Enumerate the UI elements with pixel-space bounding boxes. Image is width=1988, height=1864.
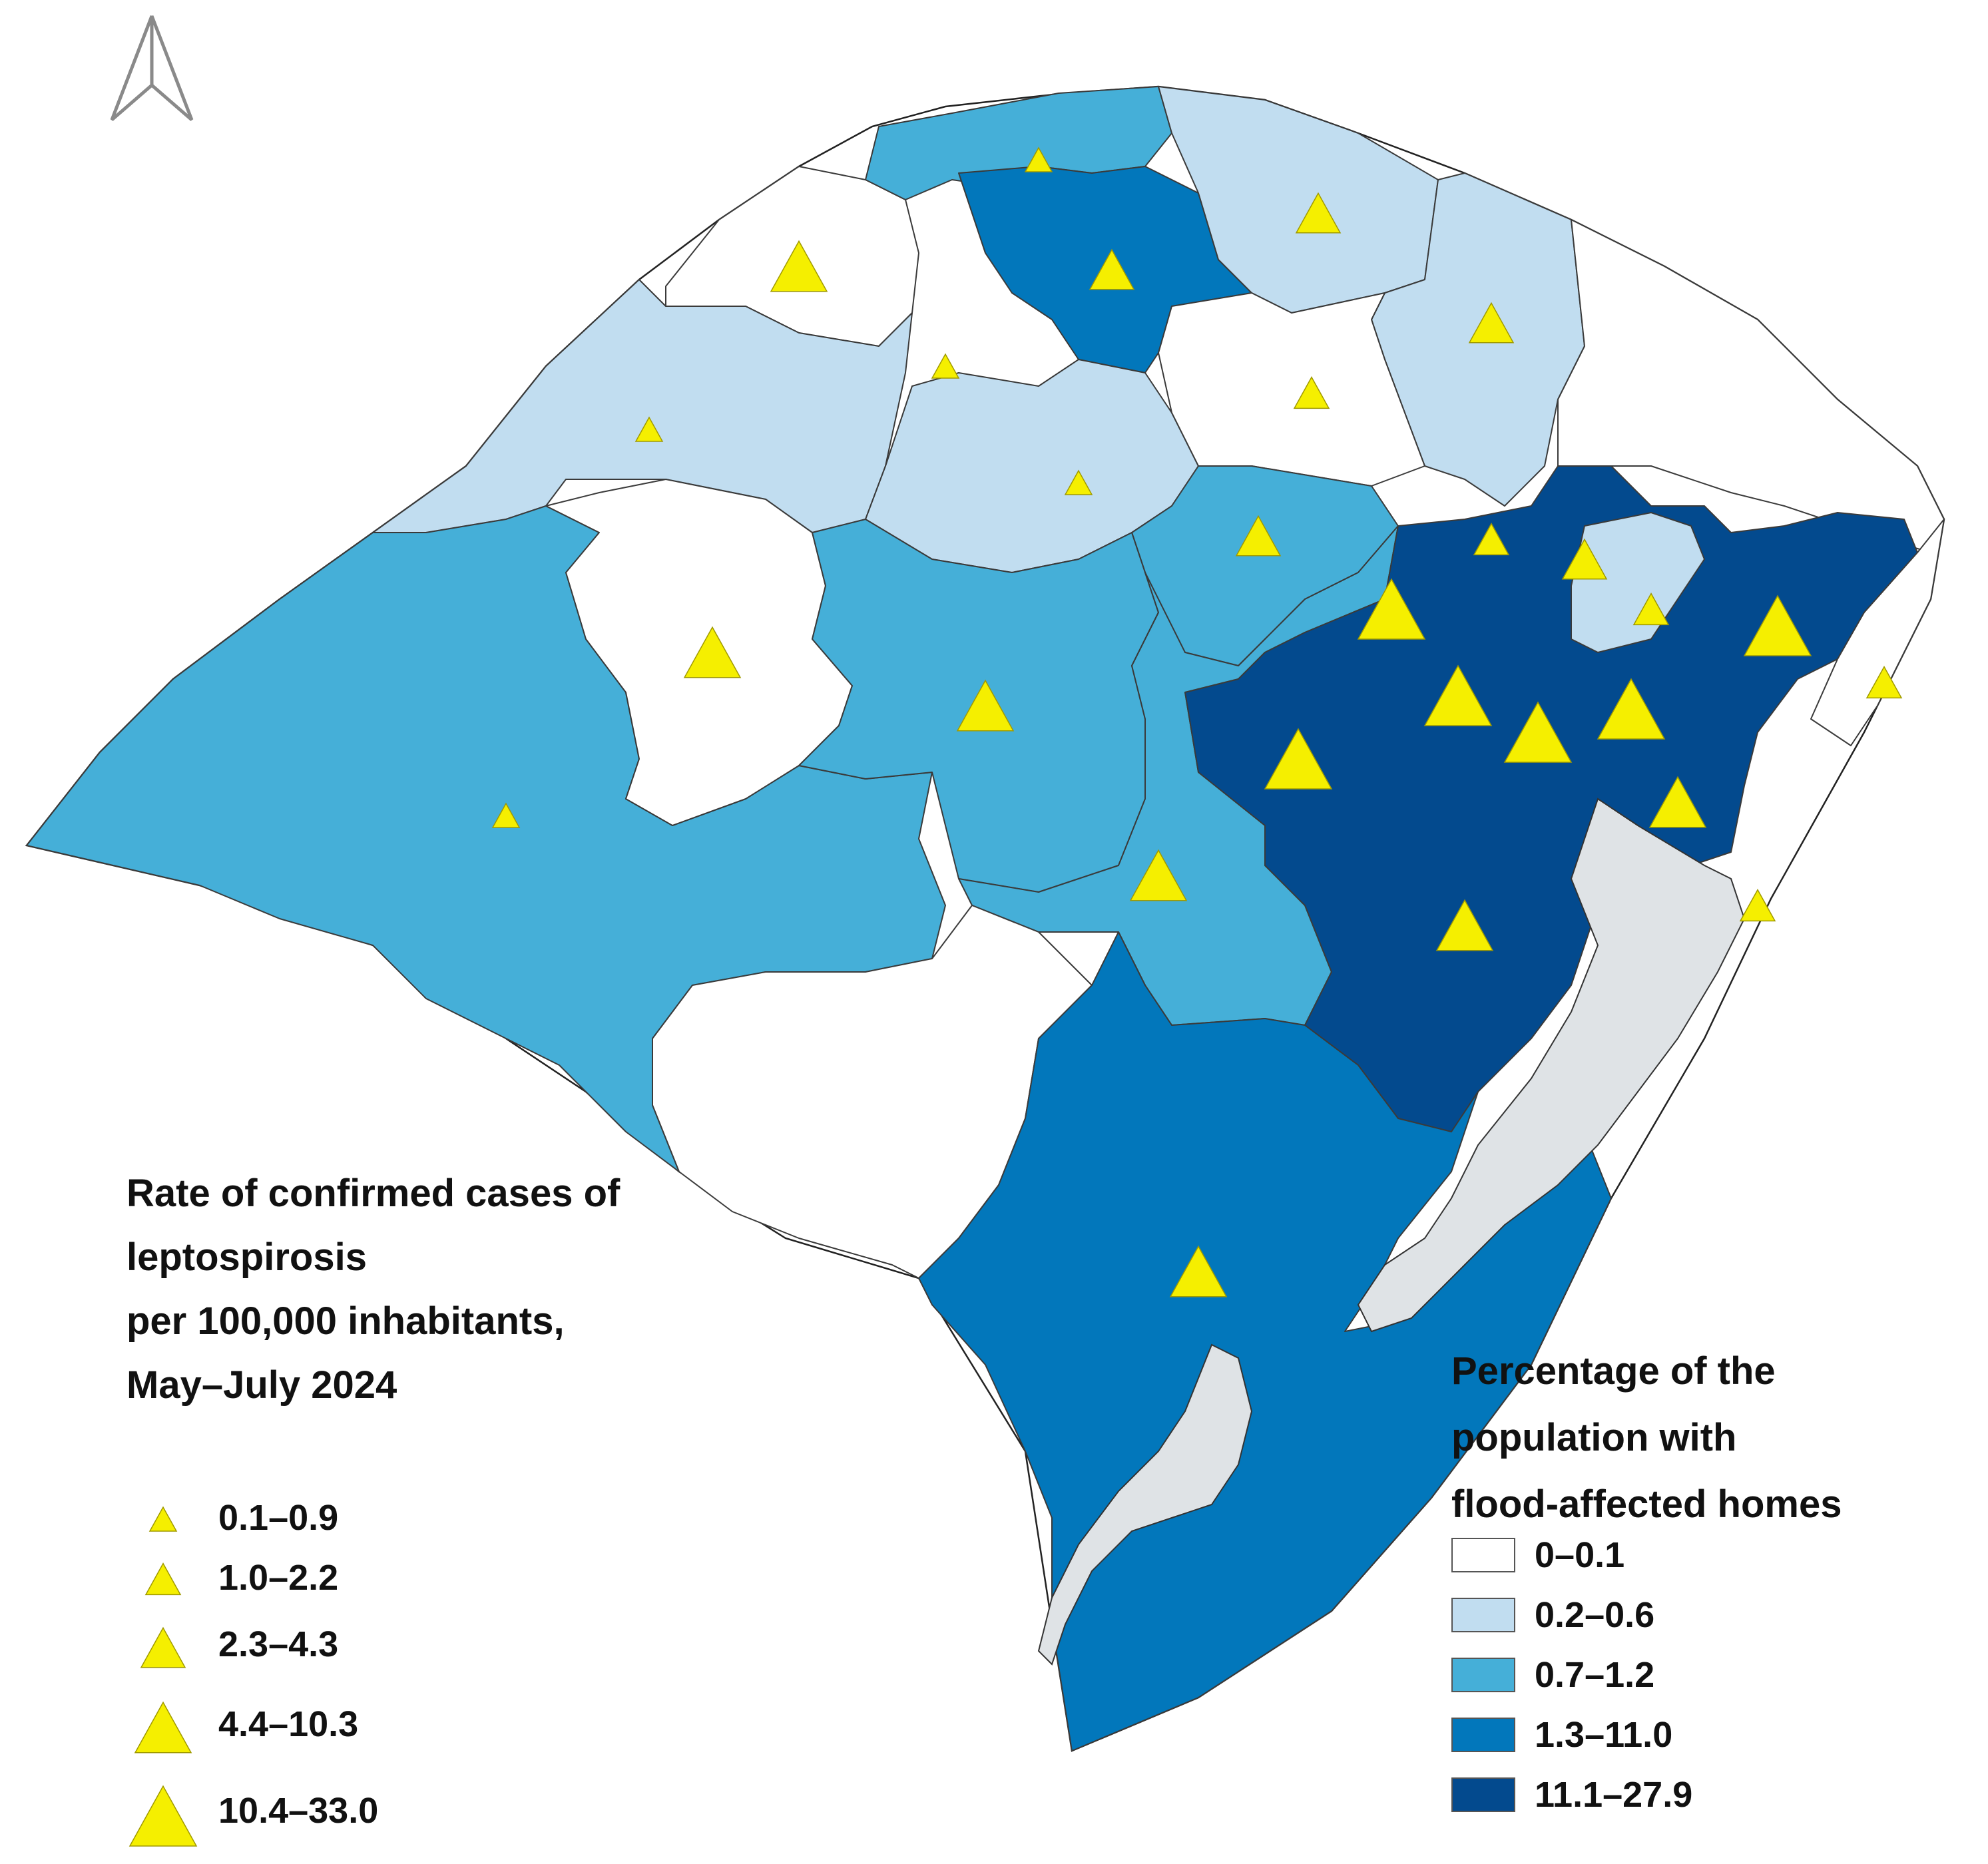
lagoon-south (1037, 1343, 1253, 1666)
case-rate-marker (1597, 678, 1666, 740)
case-rate-marker (1561, 538, 1608, 580)
flood-legend-label: 1.3–11.0 (1535, 1715, 1673, 1755)
case-rate-legend-title-line: leptospirosis (126, 1236, 367, 1279)
case-rate-marker (1357, 578, 1426, 640)
case-rate-markers (491, 146, 1903, 1297)
flood-legend-label: 0.7–1.2 (1535, 1655, 1655, 1695)
case-rate-marker (1503, 701, 1573, 763)
flood-legend-swatch (1451, 1658, 1515, 1692)
case-rate-legend-label: 0.1–0.9 (218, 1498, 339, 1538)
case-rate-legend-label: 4.4–10.3 (218, 1704, 359, 1744)
flood-legend-label: 0.2–0.6 (1535, 1595, 1655, 1635)
case-rate-marker (1435, 899, 1494, 951)
lagoon-north (1357, 798, 1746, 1333)
case-rate-legend-title-line: May–July 2024 (126, 1363, 397, 1407)
case-rate-legend-marker (148, 1506, 178, 1532)
flood-legend-swatch (1451, 1777, 1515, 1812)
case-rate-legend-marker (144, 1562, 182, 1596)
case-rate-marker (956, 679, 1015, 732)
case-rate-legend-marker (134, 1701, 192, 1753)
case-rate-marker (1743, 594, 1812, 656)
case-rate-legend-label: 1.0–2.2 (218, 1558, 339, 1598)
case-rate-marker (1739, 889, 1776, 922)
case-rate-legend-markers (128, 1506, 198, 1847)
case-rate-legend-label: 2.3–4.3 (218, 1624, 339, 1664)
case-rate-legend-title-line: Rate of confirmed cases of (126, 1172, 621, 1215)
flood-legend-swatch (1451, 1598, 1515, 1632)
flood-legend-title-line: flood-affected homes (1451, 1483, 1842, 1526)
case-rate-marker (770, 240, 828, 292)
flood-legend-swatch (1451, 1718, 1515, 1752)
region-east-coast (1810, 519, 1945, 746)
case-rate-marker (1129, 849, 1188, 901)
case-rate-marker (1264, 728, 1333, 790)
flood-legend-title-line: population with (1451, 1416, 1737, 1459)
case-rate-marker (1089, 248, 1135, 290)
case-rate-legend-title-line: per 100,000 inhabitants, (126, 1299, 565, 1343)
case-rate-marker (634, 416, 664, 442)
case-rate-marker (931, 353, 960, 379)
case-rate-legend-marker (128, 1785, 198, 1847)
case-rate-marker (1865, 666, 1903, 699)
case-rate-marker (1064, 469, 1093, 495)
case-rate-marker (491, 802, 521, 828)
case-rate-legend-label: 10.4–33.0 (218, 1791, 379, 1831)
flood-legend-label: 11.1–27.9 (1535, 1775, 1693, 1815)
region-northwest-b (372, 279, 913, 533)
case-rate-marker (1648, 776, 1707, 828)
case-rate-marker (1024, 146, 1053, 172)
flood-legend-swatch (1451, 1538, 1515, 1572)
case-rate-marker (1423, 664, 1493, 726)
flood-legend-title-line: Percentage of the (1451, 1349, 1776, 1393)
flood-legend-title: Percentage of the population with flood-… (1451, 1338, 1842, 1538)
case-rate-marker (1235, 515, 1282, 557)
case-rate-marker (1473, 523, 1510, 556)
case-rate-legend-marker (140, 1626, 186, 1668)
north-arrow-icon (110, 15, 194, 121)
case-rate-marker (1468, 302, 1515, 344)
flood-legend-label: 0–0.1 (1535, 1535, 1625, 1575)
case-rate-legend-title: Rate of confirmed cases of leptospirosis… (126, 1162, 620, 1417)
case-rate-marker (1632, 592, 1670, 626)
case-rate-marker (683, 626, 742, 678)
case-rate-marker (1169, 1245, 1228, 1297)
case-rate-marker (1295, 192, 1342, 234)
case-rate-marker (1293, 376, 1330, 409)
